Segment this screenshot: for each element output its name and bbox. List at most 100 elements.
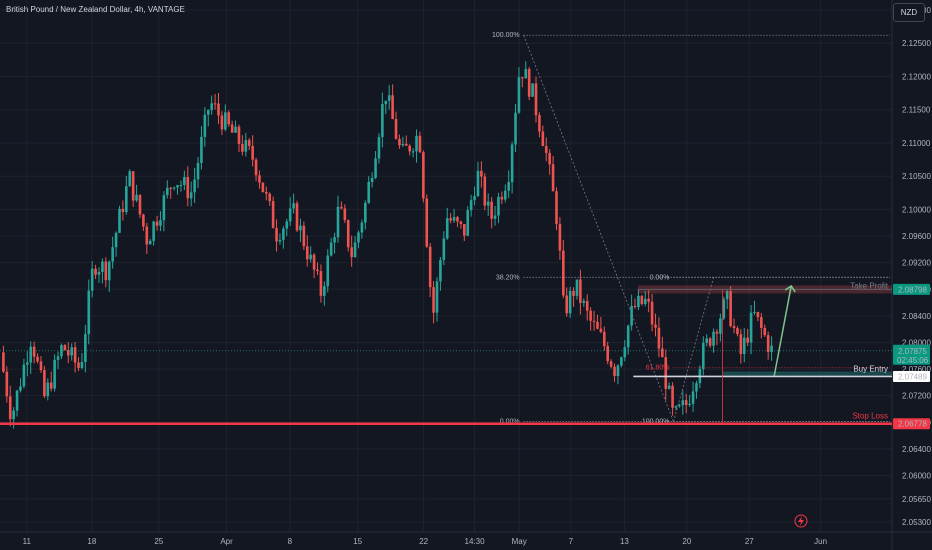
- price-tick-label: 2.06000: [902, 471, 931, 480]
- candle-body: [77, 362, 80, 368]
- price-tick-label: 2.07200: [902, 392, 931, 401]
- candle-body: [364, 202, 367, 223]
- candle-body: [684, 400, 688, 406]
- candle-body: [719, 318, 722, 334]
- candle-body: [442, 238, 446, 260]
- candle-body: [32, 346, 36, 357]
- candle-body: [292, 203, 295, 209]
- candle-body: [251, 145, 254, 160]
- candle-body: [497, 196, 500, 216]
- candle-body: [217, 103, 220, 116]
- candle-body: [46, 382, 50, 397]
- price-tick-label: 2.05300: [902, 518, 931, 527]
- candle-body: [316, 269, 319, 272]
- candle-body: [60, 345, 63, 357]
- candle-body: [84, 334, 87, 363]
- candle-body: [398, 138, 401, 146]
- time-tick-label: May: [512, 537, 527, 546]
- candle-body: [305, 246, 309, 260]
- candle-body: [647, 298, 650, 302]
- candle-body: [49, 382, 53, 389]
- candle-body: [428, 246, 432, 288]
- candle-body: [541, 131, 545, 146]
- candle-body: [742, 337, 746, 355]
- candle-body: [353, 242, 357, 258]
- candle-body: [411, 151, 415, 153]
- buy-entry-zone: [722, 371, 892, 376]
- candle-body: [159, 220, 162, 226]
- candle-body: [650, 301, 654, 325]
- candle-body: [657, 327, 661, 349]
- currency-button[interactable]: NZD: [893, 3, 925, 22]
- candle-body: [408, 145, 411, 152]
- candle-body: [70, 347, 73, 356]
- price-tick-label: 2.11500: [902, 106, 931, 115]
- price-tick-label: 2.09200: [902, 259, 931, 268]
- candle-body: [708, 338, 712, 346]
- buy-entry-price-tag: 2.07489: [898, 372, 927, 381]
- candle-body: [753, 311, 756, 313]
- candle-body: [155, 221, 159, 226]
- candle-body: [90, 268, 94, 291]
- candle-body: [319, 271, 323, 296]
- candle-body: [551, 164, 555, 192]
- candle-body: [667, 385, 671, 389]
- lightning-icon-bolt: [798, 516, 804, 526]
- last-price-tag-bg: [893, 344, 930, 365]
- symbol-title: British Pound / New Zealand Dollar, 4h, …: [6, 5, 185, 14]
- candle-body: [381, 104, 384, 138]
- candle-body: [278, 239, 282, 242]
- candle-body: [196, 162, 200, 180]
- candle-body: [183, 177, 186, 185]
- candle-body: [415, 135, 418, 152]
- candle-body: [258, 175, 261, 183]
- candle-body: [285, 221, 289, 229]
- candle-body: [695, 383, 698, 392]
- candle-body: [336, 206, 340, 238]
- candle-body: [179, 184, 183, 186]
- candle-body: [111, 247, 114, 262]
- candle-body: [749, 312, 753, 343]
- candle-body: [333, 237, 336, 243]
- candle-body: [227, 112, 231, 125]
- candle-body: [138, 194, 142, 215]
- time-tick-label: 7: [569, 537, 574, 546]
- fib-trendline: [523, 35, 674, 422]
- candle-body: [524, 69, 528, 79]
- candle-body: [125, 186, 128, 213]
- candle-body: [394, 118, 398, 139]
- fib-level-label: 100.00%: [642, 419, 670, 426]
- candle-body: [152, 221, 155, 241]
- candle-body: [312, 254, 316, 270]
- lightning-icon-circle: [794, 514, 808, 528]
- price-tick-label: 2.10500: [902, 172, 931, 181]
- buy-entry-price-tag-bg: [893, 370, 930, 382]
- target-arrow-head: [784, 284, 796, 293]
- candle-body: [128, 171, 132, 187]
- price-tick-label: 2.11000: [902, 139, 931, 148]
- candle-body: [626, 325, 630, 348]
- candle-body: [514, 112, 517, 145]
- candle-body: [323, 286, 326, 296]
- candle-body: [329, 242, 333, 256]
- candle-body: [282, 228, 285, 240]
- candle-body: [592, 320, 596, 322]
- candle-body: [22, 364, 26, 387]
- candle-body: [135, 194, 138, 201]
- candle-body: [12, 410, 15, 420]
- candle-body: [548, 152, 551, 165]
- candle-body: [203, 114, 207, 137]
- candle-body: [466, 210, 470, 236]
- candle-body: [206, 110, 210, 115]
- candle-body: [247, 140, 251, 146]
- candle-body: [562, 250, 565, 296]
- candle-body: [288, 208, 292, 222]
- candle-body: [452, 217, 456, 221]
- candle-body: [210, 103, 213, 111]
- candle-body: [275, 228, 278, 242]
- candle-body: [80, 362, 84, 368]
- candle-body: [176, 185, 179, 188]
- fib-trendline: [673, 277, 714, 422]
